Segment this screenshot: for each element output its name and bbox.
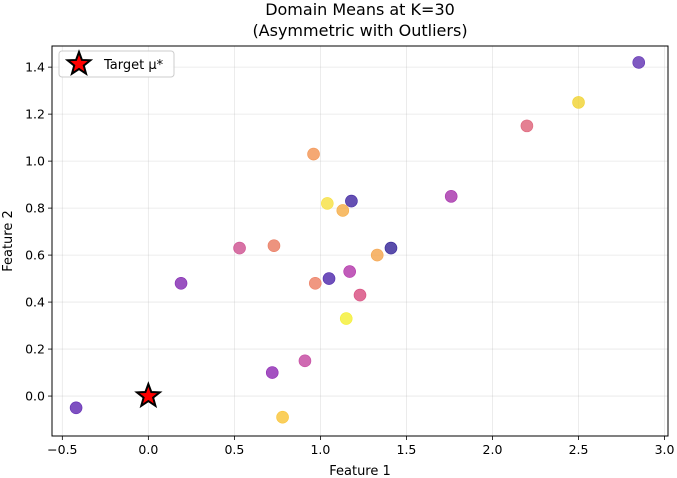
x-tick-label: 2.0 xyxy=(483,442,503,457)
data-point xyxy=(384,241,398,255)
x-axis-ticks: −0.5 0.0 0.5 1.0 1.5 2.0 2.5 3.0 xyxy=(47,436,675,457)
legend-box xyxy=(58,50,175,78)
data-point xyxy=(233,241,246,255)
data-point xyxy=(321,197,334,210)
legend: Target μ* xyxy=(58,49,175,78)
data-point xyxy=(308,276,322,290)
data-point xyxy=(343,265,356,278)
legend-star-icon xyxy=(64,49,94,77)
legend-label: Target μ* xyxy=(103,58,164,73)
data-point xyxy=(632,56,646,69)
plot-frame xyxy=(51,45,669,437)
data-points xyxy=(69,56,646,424)
data-point xyxy=(336,204,350,217)
y-axis-label: Feature 2 xyxy=(1,210,16,272)
data-point xyxy=(444,190,458,203)
x-tick-label: 3.0 xyxy=(655,442,675,457)
data-point xyxy=(520,119,534,133)
data-point xyxy=(370,248,384,262)
x-tick-label: 0.5 xyxy=(224,442,244,457)
y-tick-label: 0.8 xyxy=(25,201,45,216)
data-point xyxy=(69,401,83,415)
data-point xyxy=(572,96,585,109)
y-tick-label: 0.2 xyxy=(25,342,45,357)
data-point xyxy=(174,276,188,290)
y-tick-label: 0.0 xyxy=(25,389,45,404)
target-marker-group xyxy=(134,381,163,409)
x-tick-label: 0.0 xyxy=(138,442,158,457)
y-axis-ticks: 0.0 0.2 0.4 0.6 0.8 1.0 1.2 1.4 xyxy=(25,60,52,404)
y-tick-label: 1.0 xyxy=(25,154,45,169)
data-point xyxy=(339,312,353,325)
data-point xyxy=(322,272,336,285)
x-tick-label: 1.0 xyxy=(310,442,330,457)
data-point xyxy=(353,288,367,302)
data-point xyxy=(265,366,279,379)
data-point xyxy=(267,239,281,252)
x-axis-label: Feature 1 xyxy=(329,464,391,478)
data-point xyxy=(298,354,312,368)
x-tick-label: 1.5 xyxy=(397,442,417,457)
chart-title: Domain Means at K=30 xyxy=(265,0,455,19)
data-point xyxy=(345,194,358,208)
y-tick-label: 1.4 xyxy=(25,60,45,75)
y-tick-label: 0.6 xyxy=(25,248,45,263)
data-point xyxy=(276,410,289,424)
x-tick-label: 2.5 xyxy=(569,442,589,457)
chart-subtitle: (Asymmetric with Outliers) xyxy=(252,21,467,40)
y-tick-label: 0.4 xyxy=(25,295,45,310)
target-star-icon xyxy=(134,381,163,409)
x-tick-label: −0.5 xyxy=(47,442,77,457)
data-point xyxy=(307,147,320,161)
y-tick-label: 1.2 xyxy=(25,107,45,122)
